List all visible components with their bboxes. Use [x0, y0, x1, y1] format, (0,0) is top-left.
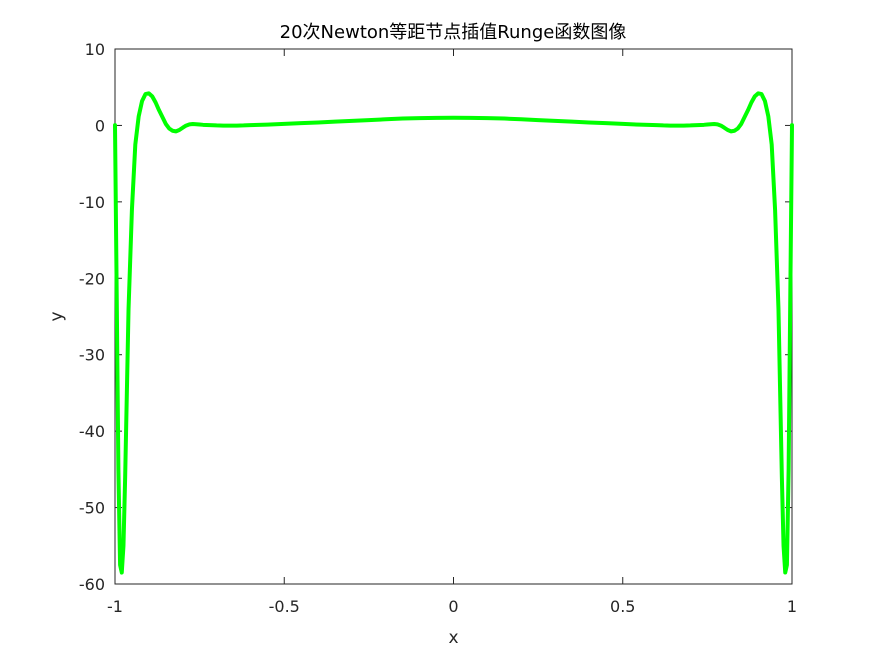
x-axis-label: x: [448, 628, 458, 648]
y-tick-label: -60: [79, 575, 105, 594]
x-tick-label: -0.5: [269, 597, 300, 616]
plot-area: [114, 48, 793, 585]
y-tick-label: -10: [79, 193, 105, 212]
axes: [114, 48, 793, 585]
x-tick-label: 0.5: [610, 597, 635, 616]
y-axis-label: y: [47, 311, 67, 321]
y-tick-label: -20: [79, 269, 105, 288]
y-tick-label: -40: [79, 422, 105, 441]
x-tick-label: -1: [107, 597, 123, 616]
y-tick-label: -30: [79, 346, 105, 365]
series-line-1: [113, 91, 794, 575]
data-series: [113, 91, 794, 575]
y-tick-label: 10: [85, 40, 105, 59]
x-tick-label: 0: [448, 597, 458, 616]
chart-title: 20次Newton等距节点插值Runge函数图像: [280, 22, 627, 43]
x-tick-label: 1: [787, 597, 797, 616]
y-tick-label: 0: [95, 116, 105, 135]
y-tick-label: -50: [79, 499, 105, 518]
